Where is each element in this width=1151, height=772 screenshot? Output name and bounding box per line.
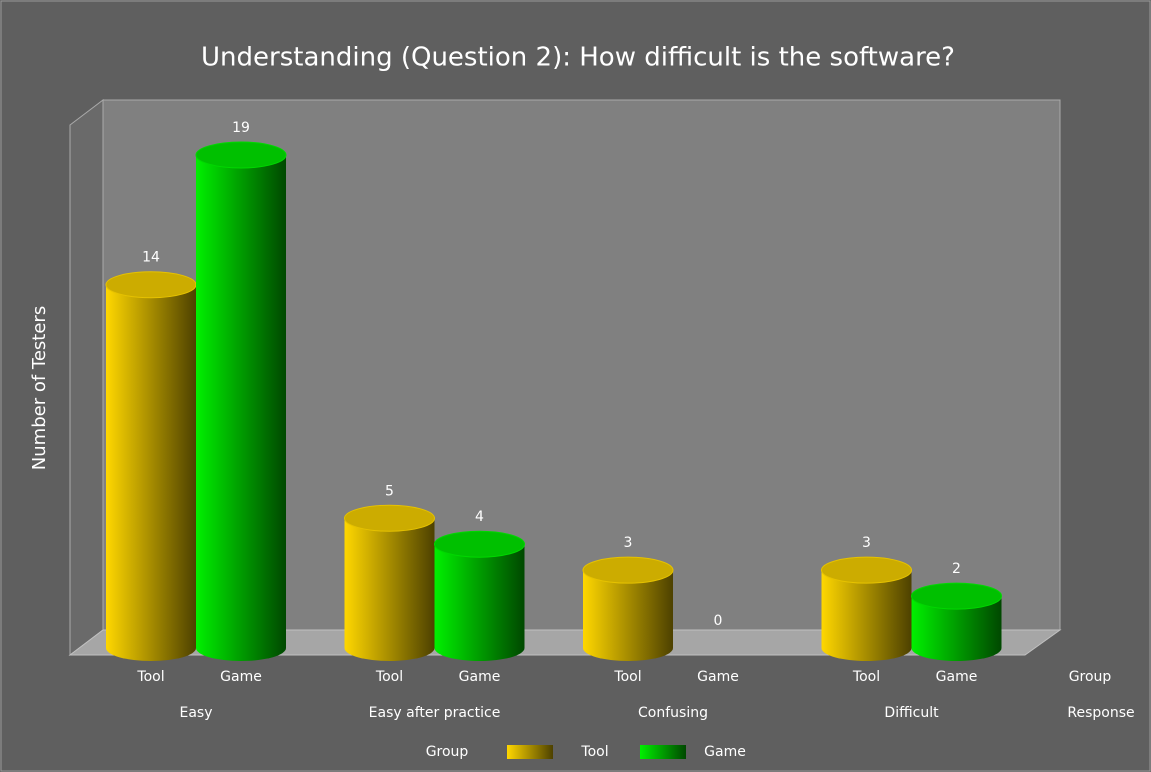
cylinder-body [434, 544, 525, 662]
data-label: 3 [624, 535, 633, 551]
x-tick-label: Tool [136, 669, 164, 685]
x-tick-label: Tool [852, 669, 880, 685]
chart-title: Understanding (Question 2): How difficul… [201, 43, 955, 73]
x-tick-label: Confusing [638, 705, 708, 721]
floor [68, 629, 1062, 656]
cylinder-body [821, 570, 912, 662]
cylinder-top [582, 556, 674, 584]
x-tick-label: Difficult [884, 705, 939, 721]
data-label: 3 [862, 535, 871, 551]
data-label: 14 [142, 250, 160, 266]
y-axis-label: Number of Testers [29, 306, 50, 470]
x-tick-label: Tool [375, 669, 403, 685]
cylinder-body [344, 518, 435, 662]
x-axis-label: Response [1067, 705, 1134, 721]
data-label: 5 [385, 483, 394, 499]
side-wall [69, 98, 104, 657]
cylinder-top [195, 141, 287, 169]
cylinder-body [196, 155, 286, 661]
x-tick-label: Game [697, 669, 739, 685]
x-tick-label: Game [220, 669, 262, 685]
cylinder-top [911, 582, 1002, 610]
cylinder-top [821, 556, 912, 584]
data-label: 4 [475, 509, 484, 525]
legend-title: Group [426, 744, 469, 760]
data-label: 0 [714, 613, 723, 629]
legend-label: Tool [580, 744, 608, 760]
x-axis-label: Group [1069, 669, 1112, 685]
legend-label: Game [704, 744, 746, 760]
x-tick-label: Tool [613, 669, 641, 685]
data-label: 19 [232, 120, 250, 136]
legend-swatch [507, 745, 553, 759]
cylinder-top [434, 530, 525, 558]
cylinder-top [344, 504, 435, 532]
x-tick-label: Easy after practice [369, 705, 501, 721]
cylinder-body [911, 596, 1002, 662]
cylinder-body [106, 284, 196, 661]
x-tick-label: Game [936, 669, 978, 685]
legend-swatch [640, 745, 686, 759]
cylinder-top [105, 271, 197, 299]
x-tick-label: Game [459, 669, 501, 685]
x-tick-label: Easy [179, 705, 212, 721]
data-label: 2 [952, 561, 961, 577]
cylinder-body [583, 570, 673, 661]
